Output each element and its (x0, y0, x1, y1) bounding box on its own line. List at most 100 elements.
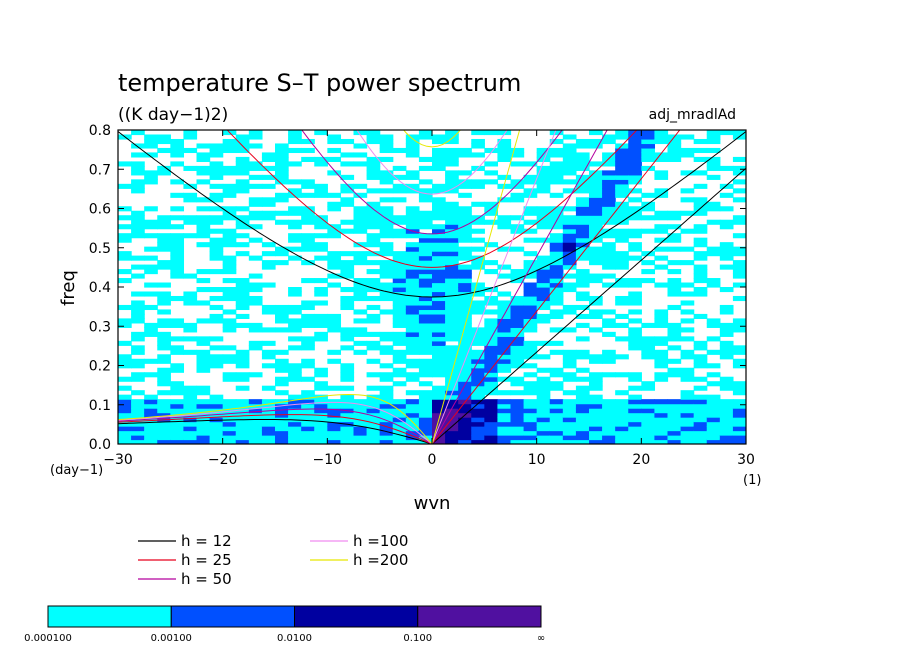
heat-cell (654, 399, 669, 405)
heat-cell (366, 242, 381, 248)
heat-cell (667, 426, 682, 432)
heat-cell (536, 269, 551, 275)
heat-cell (523, 260, 538, 266)
heat-cell (693, 156, 708, 162)
heat-cell (706, 206, 721, 212)
heat-cell (549, 242, 564, 248)
heat-cell (196, 336, 211, 342)
heat-cell (471, 228, 485, 234)
heat-cell (680, 318, 695, 324)
heat-cell (706, 426, 721, 432)
heat-cell (458, 363, 472, 369)
heat-cell (628, 215, 642, 221)
heat-cell (523, 291, 538, 297)
heat-cell (118, 385, 132, 391)
heat-cell (418, 237, 433, 243)
heat-cell (667, 287, 682, 293)
heat-cell (719, 435, 734, 441)
heat-cell (536, 430, 551, 436)
heat-cell (340, 331, 355, 337)
heat-cell (445, 336, 459, 342)
heat-cell (432, 300, 446, 306)
heat-cell (183, 183, 198, 189)
x-tick-label: −20 (208, 452, 238, 468)
heat-cell (667, 322, 682, 328)
heat-cell (209, 394, 224, 400)
heat-cell (693, 399, 708, 405)
dispersion-curves (118, 130, 746, 444)
heat-cell (445, 345, 459, 351)
heat-cell (340, 228, 355, 234)
heat-cell (314, 255, 328, 261)
heat-cell (118, 233, 132, 239)
heat-cell (562, 435, 577, 441)
heat-cell (157, 291, 171, 297)
heat-cell (575, 188, 590, 194)
heat-cell (667, 260, 682, 266)
heat-cell (379, 394, 394, 400)
heat-cell (288, 430, 302, 436)
heat-cell (510, 421, 525, 427)
heat-cell (575, 161, 590, 167)
heat-cell (706, 130, 721, 136)
heat-cell (628, 295, 642, 302)
heat-cell (445, 237, 459, 243)
heat-cell (131, 273, 145, 279)
heat-cell (654, 372, 669, 378)
heat-cell (275, 304, 289, 311)
heat-cell (497, 138, 512, 145)
heat-cell (261, 152, 276, 158)
heat-cell (654, 134, 669, 140)
heat-cell (366, 408, 381, 414)
heat-cell (418, 273, 433, 279)
heat-cell (118, 403, 132, 409)
heat-cell (209, 287, 224, 293)
heat-cell (693, 242, 708, 248)
heat-cell (340, 345, 355, 351)
heat-cell (366, 304, 381, 311)
heat-cell (183, 192, 198, 198)
heat-cell (288, 246, 302, 252)
heat-cell (458, 394, 472, 400)
heat-cell (497, 354, 512, 360)
heat-cell (379, 439, 394, 444)
heat-cell (209, 304, 224, 311)
heat-cell (471, 394, 485, 400)
heat-cell (615, 201, 629, 207)
heat-cell (536, 295, 551, 302)
heat-cell (183, 349, 198, 355)
heat-cell (497, 408, 512, 414)
heat-cell (418, 363, 433, 369)
heat-cell (196, 390, 211, 396)
heat-cell (235, 439, 250, 444)
heat-cell (562, 354, 577, 360)
heat-cell (562, 206, 577, 212)
heat-cell (575, 390, 590, 396)
heat-cell (497, 399, 512, 405)
heat-cell (484, 417, 499, 423)
heat-cell (654, 224, 669, 230)
heat-cell (209, 313, 224, 319)
heat-cell (706, 435, 721, 441)
heat-cell (261, 439, 276, 444)
heat-cell (549, 282, 564, 288)
heat-cell (641, 206, 656, 212)
heat-cell (405, 390, 420, 396)
heat-cell (432, 161, 446, 167)
heat-cell (366, 421, 381, 427)
heat-cell (353, 435, 368, 441)
heat-cell (732, 219, 746, 225)
heat-cell (432, 287, 446, 293)
heat-cell (471, 412, 485, 418)
heat-cell (549, 300, 564, 306)
heat-cell (562, 188, 577, 194)
heat-cell (261, 215, 276, 221)
heat-cell (222, 183, 237, 189)
heat-cell (418, 130, 433, 136)
heat-cell (366, 412, 381, 418)
heat-cell (497, 367, 512, 373)
heat-cell (340, 372, 355, 378)
heat-cell (366, 295, 381, 302)
heat-cell (549, 192, 564, 198)
heat-cell (536, 237, 551, 243)
